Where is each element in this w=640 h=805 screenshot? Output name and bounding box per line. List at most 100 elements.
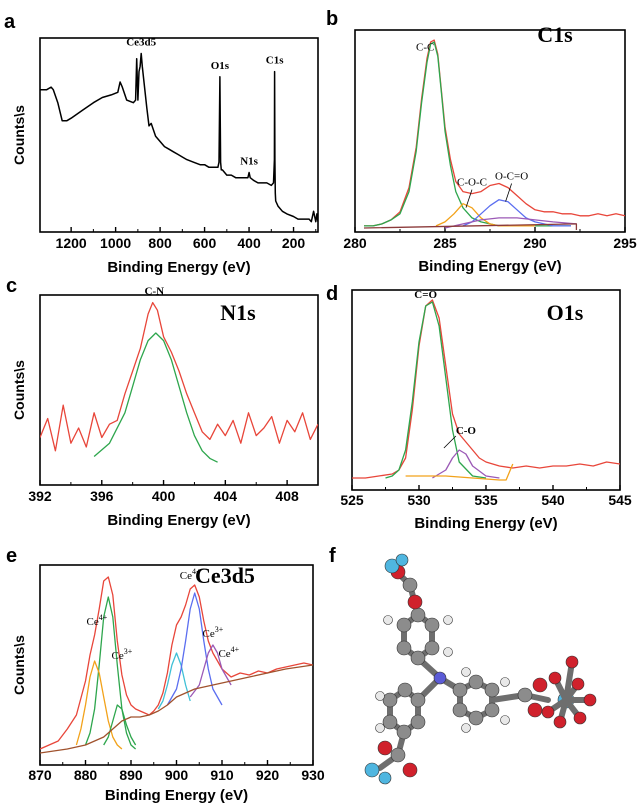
series-line: [166, 592, 223, 706]
annotation-text: N1s: [240, 156, 258, 168]
annotation-superscript: 4+: [99, 613, 108, 622]
carbon-atom: [410, 607, 426, 623]
annotation-text: Ce: [218, 648, 230, 660]
series-group: [352, 299, 620, 481]
peak-annotation: Ce3d5: [126, 37, 156, 49]
x-tick-label: 600: [193, 235, 217, 251]
hydrogen-atom: [375, 691, 385, 701]
x-tick-label: 920: [256, 767, 280, 783]
plot-frame-e: [39, 564, 314, 766]
x-tick-label: 530: [407, 492, 431, 508]
series-line: [93, 332, 218, 463]
series-line: [40, 576, 313, 750]
series-line: [363, 223, 578, 230]
series-line: [435, 203, 535, 227]
x-tick-label: 1000: [100, 235, 131, 251]
series-line: [405, 463, 514, 481]
annotation-superscript: 3+: [215, 625, 224, 634]
carbon-atom: [382, 692, 398, 708]
annotation-text: Ce: [87, 616, 99, 628]
peak-annotation: C-C: [416, 41, 434, 53]
oxygen-atom: [565, 655, 579, 669]
hydrogen-atom: [443, 647, 453, 657]
peak-annotation: O-C=O: [495, 171, 528, 183]
hydrogen-atom: [443, 615, 453, 625]
y-axis-label: Counts\s: [11, 105, 27, 165]
oxygen-atom: [553, 715, 567, 729]
panel-b: b 280 285 290 295 Binding Energy (eV) C1s C-C C-…: [326, 8, 637, 275]
oxygen-atom: [407, 594, 423, 610]
annotation-text: C1s: [266, 55, 284, 67]
peak-annotation: N1s: [240, 156, 258, 168]
panel-label-d: d: [326, 283, 338, 305]
hydrogen-atom: [500, 677, 510, 687]
annotation-text: C-C: [416, 41, 434, 53]
series-line: [364, 41, 571, 227]
plot-frame-a: [39, 37, 319, 233]
panel-e: e 870 880 890 900 910 920 930 Binding Energy (eV…: [6, 545, 325, 804]
panel-title: Ce3d5: [195, 563, 255, 588]
x-tick-label: 540: [541, 492, 565, 508]
annotation-superscript: 4+: [231, 645, 240, 654]
carbon-atom: [390, 747, 406, 763]
series-line: [75, 660, 123, 750]
x-tick-label: 910: [210, 767, 234, 783]
oxygen-atom: [573, 711, 587, 725]
peak-annotation: Ce4+: [180, 567, 201, 582]
x-tick-label: 408: [275, 488, 299, 504]
peak-annotation: C-N: [145, 286, 165, 298]
annotation-text: C-O: [456, 425, 477, 437]
carbon-atom: [410, 650, 426, 666]
x-axis-label: Binding Energy (eV): [107, 259, 250, 276]
series-line: [189, 644, 232, 698]
x-tick-label: 285: [433, 235, 457, 251]
carbon-atom: [468, 710, 484, 726]
annotation-text: O1s: [211, 60, 230, 72]
annotation-superscript: 4+: [192, 567, 201, 576]
series-line: [352, 299, 620, 479]
cerium-atom: [378, 771, 392, 785]
x-tick-label: 392: [28, 488, 52, 504]
carbon-atom: [396, 617, 412, 633]
panel-label-b: b: [326, 8, 338, 30]
panel-a: a 1200 1000 800 600 400 200 Binding Energy (eV)…: [4, 11, 319, 276]
molecule-bond: [563, 659, 575, 703]
x-tick-label: 404: [214, 488, 238, 504]
peak-annotation: O1s: [211, 60, 230, 72]
x-tick-label: 290: [523, 235, 547, 251]
panel-d: d 525 530 535 540 545 Binding Energy (eV) O1s C=…: [326, 283, 632, 532]
cerium-atom: [364, 762, 380, 778]
annotation-text: C-O-C: [457, 177, 487, 189]
x-tick-label: 930: [301, 767, 325, 783]
panel-label-e: e: [6, 545, 17, 567]
molecule-illustration: [364, 553, 597, 785]
series-line: [385, 301, 487, 479]
annotation-text: C-N: [145, 286, 165, 298]
peak-annotation: C=O: [414, 289, 437, 301]
series-group: [40, 301, 318, 463]
x-axis-label: Binding Energy (eV): [107, 512, 250, 529]
plot-frame-c: [39, 294, 319, 486]
series-line: [157, 652, 191, 710]
oxygen-atom: [541, 705, 555, 719]
carbon-atom: [396, 724, 412, 740]
oxygen-atom: [377, 740, 393, 756]
panel-label-f: f: [329, 545, 336, 567]
y-axis-label: Counts\s: [11, 360, 27, 420]
carbon-atom: [484, 682, 500, 698]
x-tick-label: 545: [608, 492, 632, 508]
annotation-pointer: [443, 435, 457, 449]
series-group: [40, 52, 318, 223]
annotation-text: Ce3d5: [126, 37, 156, 49]
x-tick-label: 880: [74, 767, 98, 783]
oxygen-atom: [571, 677, 585, 691]
peak-annotation: Ce3+: [112, 647, 133, 662]
peak-annotation: Ce4+: [87, 613, 108, 628]
panel-title: C1s: [537, 22, 573, 47]
annotation-pointer: [465, 189, 473, 208]
plot-frame-b: [354, 29, 626, 233]
annotation-superscript: 3+: [124, 647, 133, 656]
carbon-atom: [452, 682, 468, 698]
cerium-atom: [395, 553, 409, 567]
